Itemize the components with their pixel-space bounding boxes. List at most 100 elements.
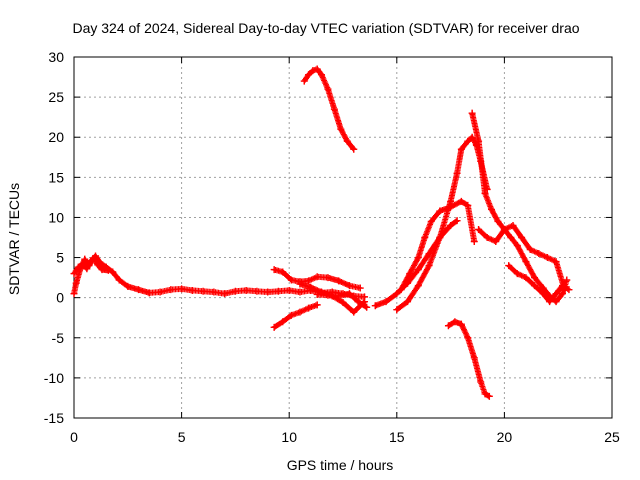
data-point (270, 266, 278, 274)
data-point (421, 234, 429, 241)
data-point (178, 285, 186, 293)
data-point (414, 266, 422, 274)
data-point (481, 189, 489, 197)
data-point (382, 298, 390, 306)
data-point (339, 298, 347, 306)
data-point (539, 290, 547, 298)
x-axis-label: GPS time / hours (287, 457, 394, 473)
grid-lines (74, 57, 612, 418)
series-arc-c (270, 301, 321, 331)
data-point (470, 354, 478, 362)
data-point (414, 282, 422, 290)
data-point (287, 276, 295, 284)
data-point (109, 268, 117, 276)
x-tick-label: 0 (70, 429, 78, 445)
data-point (522, 258, 530, 266)
data-point (494, 217, 502, 225)
data-point (135, 286, 143, 294)
chart-title: Day 324 of 2024, Sidereal Day-to-day VTE… (72, 20, 579, 36)
data-point (345, 282, 353, 290)
data-point (335, 292, 343, 300)
data-point (509, 221, 517, 229)
data-point (313, 273, 321, 281)
data-point (464, 137, 472, 145)
data-point (535, 250, 543, 258)
data-point (464, 334, 472, 342)
data-point (317, 71, 325, 79)
y-tick-label: 20 (48, 129, 64, 145)
data-series-layer (70, 65, 573, 400)
y-tick-label: 30 (48, 49, 64, 65)
y-tick-label: 15 (48, 169, 64, 185)
y-tick-label: 10 (48, 209, 64, 225)
data-point (296, 308, 304, 316)
data-point (305, 277, 313, 285)
data-point (104, 266, 112, 274)
series-arc-e (313, 290, 371, 311)
data-point (481, 390, 489, 398)
y-tick-label: -15 (44, 410, 64, 426)
series-arc-j (475, 221, 569, 294)
plot-area-frame (73, 56, 613, 419)
data-point (436, 234, 444, 241)
data-point (350, 308, 358, 316)
data-point (559, 290, 567, 298)
data-point (552, 298, 560, 306)
data-point (145, 289, 153, 297)
data-point (115, 276, 123, 284)
data-point (457, 197, 465, 205)
data-point (531, 274, 539, 282)
x-tick-label: 5 (178, 429, 186, 445)
data-point (274, 287, 282, 295)
data-point (264, 288, 272, 296)
data-point (552, 258, 560, 266)
data-point (513, 270, 521, 278)
data-point (543, 254, 551, 262)
x-tick-label: 25 (604, 429, 620, 445)
series-trail (445, 318, 493, 400)
data-point (324, 291, 332, 299)
series-arc-a (300, 65, 358, 153)
data-point (468, 109, 476, 117)
data-point (354, 298, 362, 306)
data-point (313, 65, 321, 73)
data-point (393, 290, 401, 298)
data-point (522, 274, 530, 282)
data-point (335, 277, 343, 285)
data-point (124, 282, 132, 290)
y-tick-label: 5 (56, 250, 64, 266)
data-point (363, 303, 371, 311)
data-point (345, 290, 353, 298)
series-arc-l (444, 318, 493, 400)
data-point (507, 234, 515, 241)
data-point (447, 221, 455, 229)
data-point (81, 255, 89, 263)
data-point (531, 282, 539, 290)
data-point (350, 145, 358, 153)
data-point (307, 283, 315, 291)
data-point (330, 105, 338, 113)
data-point (188, 286, 196, 294)
data-point (210, 288, 218, 296)
series-trail (71, 255, 112, 297)
data-point (94, 261, 102, 269)
data-point (447, 197, 455, 205)
data-point (231, 287, 239, 295)
data-point (414, 254, 422, 262)
data-point (526, 246, 534, 254)
data-point (404, 298, 412, 306)
data-point (279, 318, 287, 326)
data-point (464, 201, 472, 209)
data-point (343, 137, 351, 145)
data-point (563, 276, 571, 284)
x-tick-label: 20 (497, 429, 513, 445)
data-point (477, 378, 485, 386)
series-early-period-b (70, 254, 112, 298)
data-point (468, 133, 476, 141)
data-point (356, 284, 364, 292)
y-tick-label: 25 (48, 89, 64, 105)
data-point (518, 234, 526, 241)
data-point (70, 290, 78, 298)
data-point (337, 125, 345, 133)
data-point (546, 298, 554, 306)
